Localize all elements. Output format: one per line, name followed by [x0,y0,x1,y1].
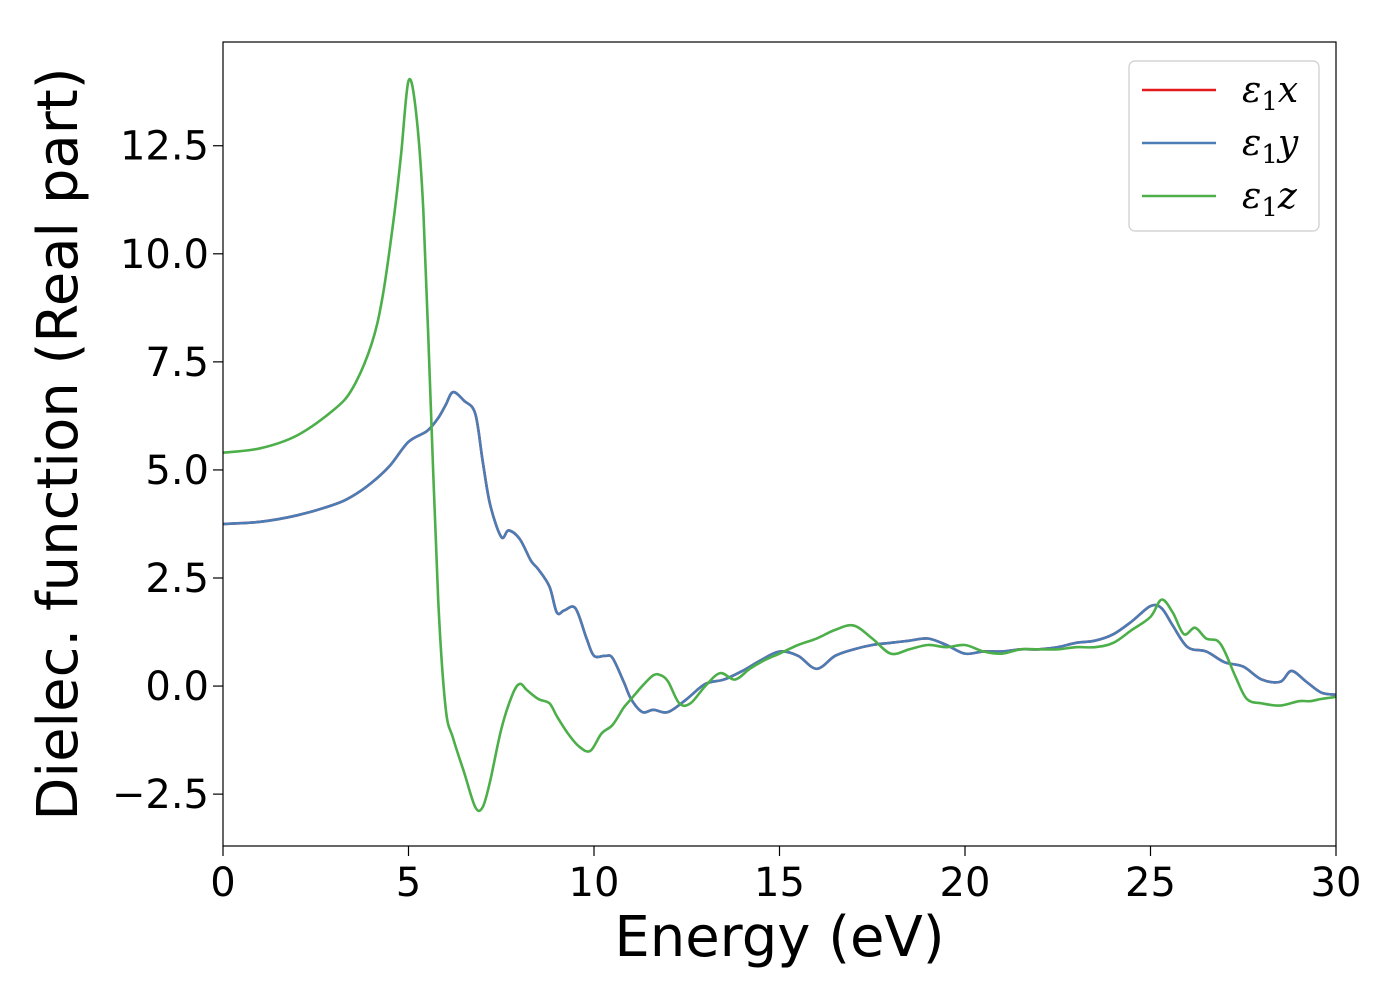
y-tick-label: 12.5 [120,124,209,170]
legend-label-y: ε1y [1242,123,1299,170]
x-tick-label: 20 [940,860,991,906]
series-line-x [223,390,1336,714]
legend-box [1128,60,1320,232]
x-tick-label: 15 [754,860,805,906]
x-axis-label: Energy (eV) [614,905,944,970]
series-lines [223,77,1336,813]
x-tick-label: 10 [569,860,620,906]
x-tick-label: 30 [1311,860,1362,906]
y-tick-label: 10.0 [120,232,209,278]
legend-label-x: ε1x [1242,70,1298,117]
x-tick-label: 25 [1125,860,1176,906]
series-line-z [223,77,1336,813]
y-tick-label: 0.0 [145,664,209,710]
x-tick-label: 0 [210,860,235,906]
legend-label-z: ε1z [1242,176,1298,223]
y-tick-label: 7.5 [145,340,209,386]
y-tick-label: 2.5 [145,556,209,602]
y-tick-label: −2.5 [112,772,209,818]
series-line-y [223,390,1336,714]
x-axis-ticks: 0 5 10 15 20 25 30 [210,846,1361,906]
y-axis-ticks: −2.5 0.0 2.5 5.0 7.5 10.0 12.5 [112,124,223,818]
x-tick-label: 5 [396,860,421,906]
legend: ε1x ε1y ε1z [1128,60,1320,232]
y-tick-label: 5.0 [145,448,209,494]
y-axis-label: Dielec. function (Real part) [26,67,91,820]
